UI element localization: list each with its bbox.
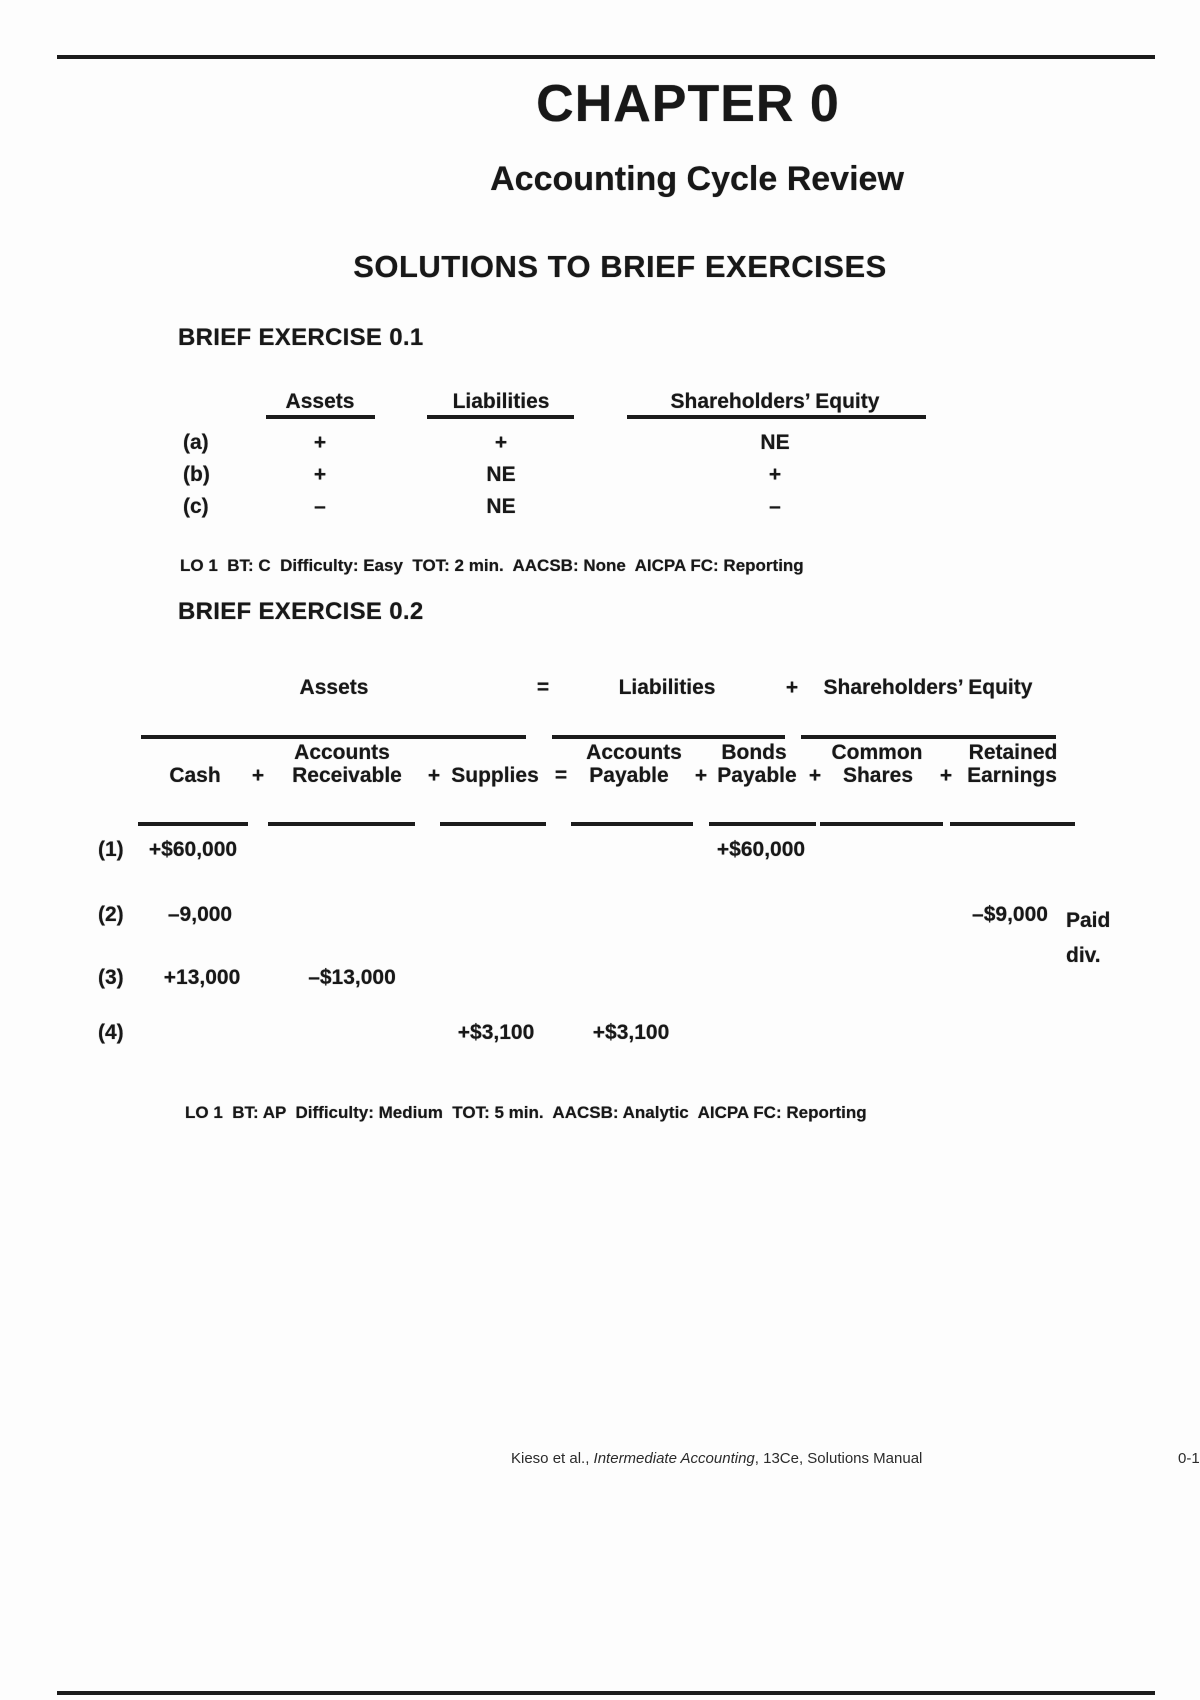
ex2-cell-supplies: +$3,100 [457,1021,535,1044]
footer-page-number: 0-1 [1178,1450,1200,1467]
ex2-row-label: (2) [98,903,124,926]
ex2-supplies-rule [440,822,546,826]
ex2-col-accounts-payable-line1: Accounts [586,741,682,764]
ex2-col-common-shares-line1: Common [831,741,923,764]
ex2-op-plus: + [427,764,441,787]
ex1-cell-equity: NE [760,431,790,454]
ex2-cell-bonds-payable: +$60,000 [716,838,806,861]
ex1-col-header-liabilities: Liabilities [452,390,550,413]
ex2-equity-group-line [801,735,1056,739]
exercise1-heading: BRIEF EXERCISE 0.1 [178,324,424,351]
ex2-col-cash: Cash [169,764,221,787]
ex2-equation-liabilities: Liabilities [618,676,716,699]
ex2-op-plus: + [694,764,708,787]
ex2-assets-group-line [141,735,526,739]
ex2-row-label: (4) [98,1021,124,1044]
ex2-equation-equity: Shareholders’ Equity [823,676,1033,699]
ex2-col-bonds-payable-line1: Bonds [721,741,787,764]
footer-citation-authors: Kieso et al., [511,1450,594,1467]
ex2-cell-cash: +13,000 [163,966,241,989]
ex1-cell-liabilities: NE [486,463,516,486]
ex1-cell-equity: – [769,495,781,518]
ex1-assets-underline [266,415,375,419]
ex1-cell-assets: + [313,463,327,486]
ex2-equation-plus: + [785,676,799,699]
ex2-op-plus: + [808,764,822,787]
ex1-equity-underline [627,415,926,419]
ex2-liabilities-group-line [552,735,785,739]
ex2-row-label: (1) [98,838,124,861]
ex2-row-note: Paid div. [1066,903,1110,973]
ex2-accounts-payable-rule [571,822,693,826]
footer-citation: Kieso et al., Intermediate Accounting, 1… [511,1450,922,1467]
ex2-row-label: (3) [98,966,124,989]
ex2-cell-accounts-payable: +$3,100 [592,1021,670,1044]
ex1-cell-liabilities: + [494,431,508,454]
ex2-col-bonds-payable-line2: Payable [717,764,797,787]
ex2-note-line2: div. [1066,944,1101,967]
ex2-col-supplies: Supplies [451,764,539,787]
ex2-cell-cash: +$60,000 [148,838,238,861]
ex2-op-plus: + [939,764,953,787]
bottom-rule [57,1691,1155,1695]
ex2-cell-cash: –9,000 [167,903,233,926]
ex2-op-equals: = [554,764,568,787]
ex2-retained-earnings-rule [950,822,1075,826]
top-rule [57,55,1155,59]
ex1-cell-equity: + [768,463,782,486]
footer-citation-edition: , 13Ce, Solutions Manual [754,1450,923,1467]
ex2-note-line1: Paid [1066,909,1111,932]
ex2-col-accounts-receivable-line2: Receivable [292,764,402,787]
section-title: SOLUTIONS TO BRIEF EXERCISES [353,249,887,284]
ex2-bonds-payable-rule [709,822,816,826]
ex1-lo-meta-line: LO 1 BT: C Difficulty: Easy TOT: 2 min. … [180,556,804,575]
ex2-cash-rule [138,822,248,826]
ex2-col-retained-earnings-line2: Earnings [967,764,1057,787]
ex2-equation-assets: Assets [299,676,369,699]
ex1-row-label: (a) [183,431,209,454]
ex2-lo-meta-line: LO 1 BT: AP Difficulty: Medium TOT: 5 mi… [185,1103,867,1122]
ex1-cell-assets: + [313,431,327,454]
ex1-row-label: (c) [183,495,209,518]
ex1-row-label: (b) [183,463,210,486]
page-title: CHAPTER 0 [536,75,840,133]
ex2-common-shares-rule [820,822,943,826]
exercise2-heading: BRIEF EXERCISE 0.2 [178,598,424,625]
ex2-col-accounts-payable-line2: Payable [589,764,669,787]
ex1-cell-liabilities: NE [486,495,516,518]
page-subtitle: Accounting Cycle Review [490,160,904,198]
ex2-col-common-shares-line2: Shares [842,764,914,787]
ex2-cell-accounts-receivable: –$13,000 [308,966,396,989]
ex1-col-header-equity: Shareholders’ Equity [670,390,880,413]
ex2-col-retained-earnings-line1: Retained [968,741,1058,764]
footer-citation-book-title: Intermediate Accounting [593,1450,755,1467]
ex2-op-plus: + [251,764,265,787]
ex2-cell-retained-earnings: –$9,000 [972,903,1048,926]
ex1-cell-assets: – [314,495,326,518]
ex2-col-accounts-receivable-line1: Accounts [294,741,390,764]
ex1-col-header-assets: Assets [285,390,355,413]
ex1-liabilities-underline [427,415,574,419]
ex2-equation-equals: = [536,676,550,699]
ex2-receivable-rule [268,822,415,826]
